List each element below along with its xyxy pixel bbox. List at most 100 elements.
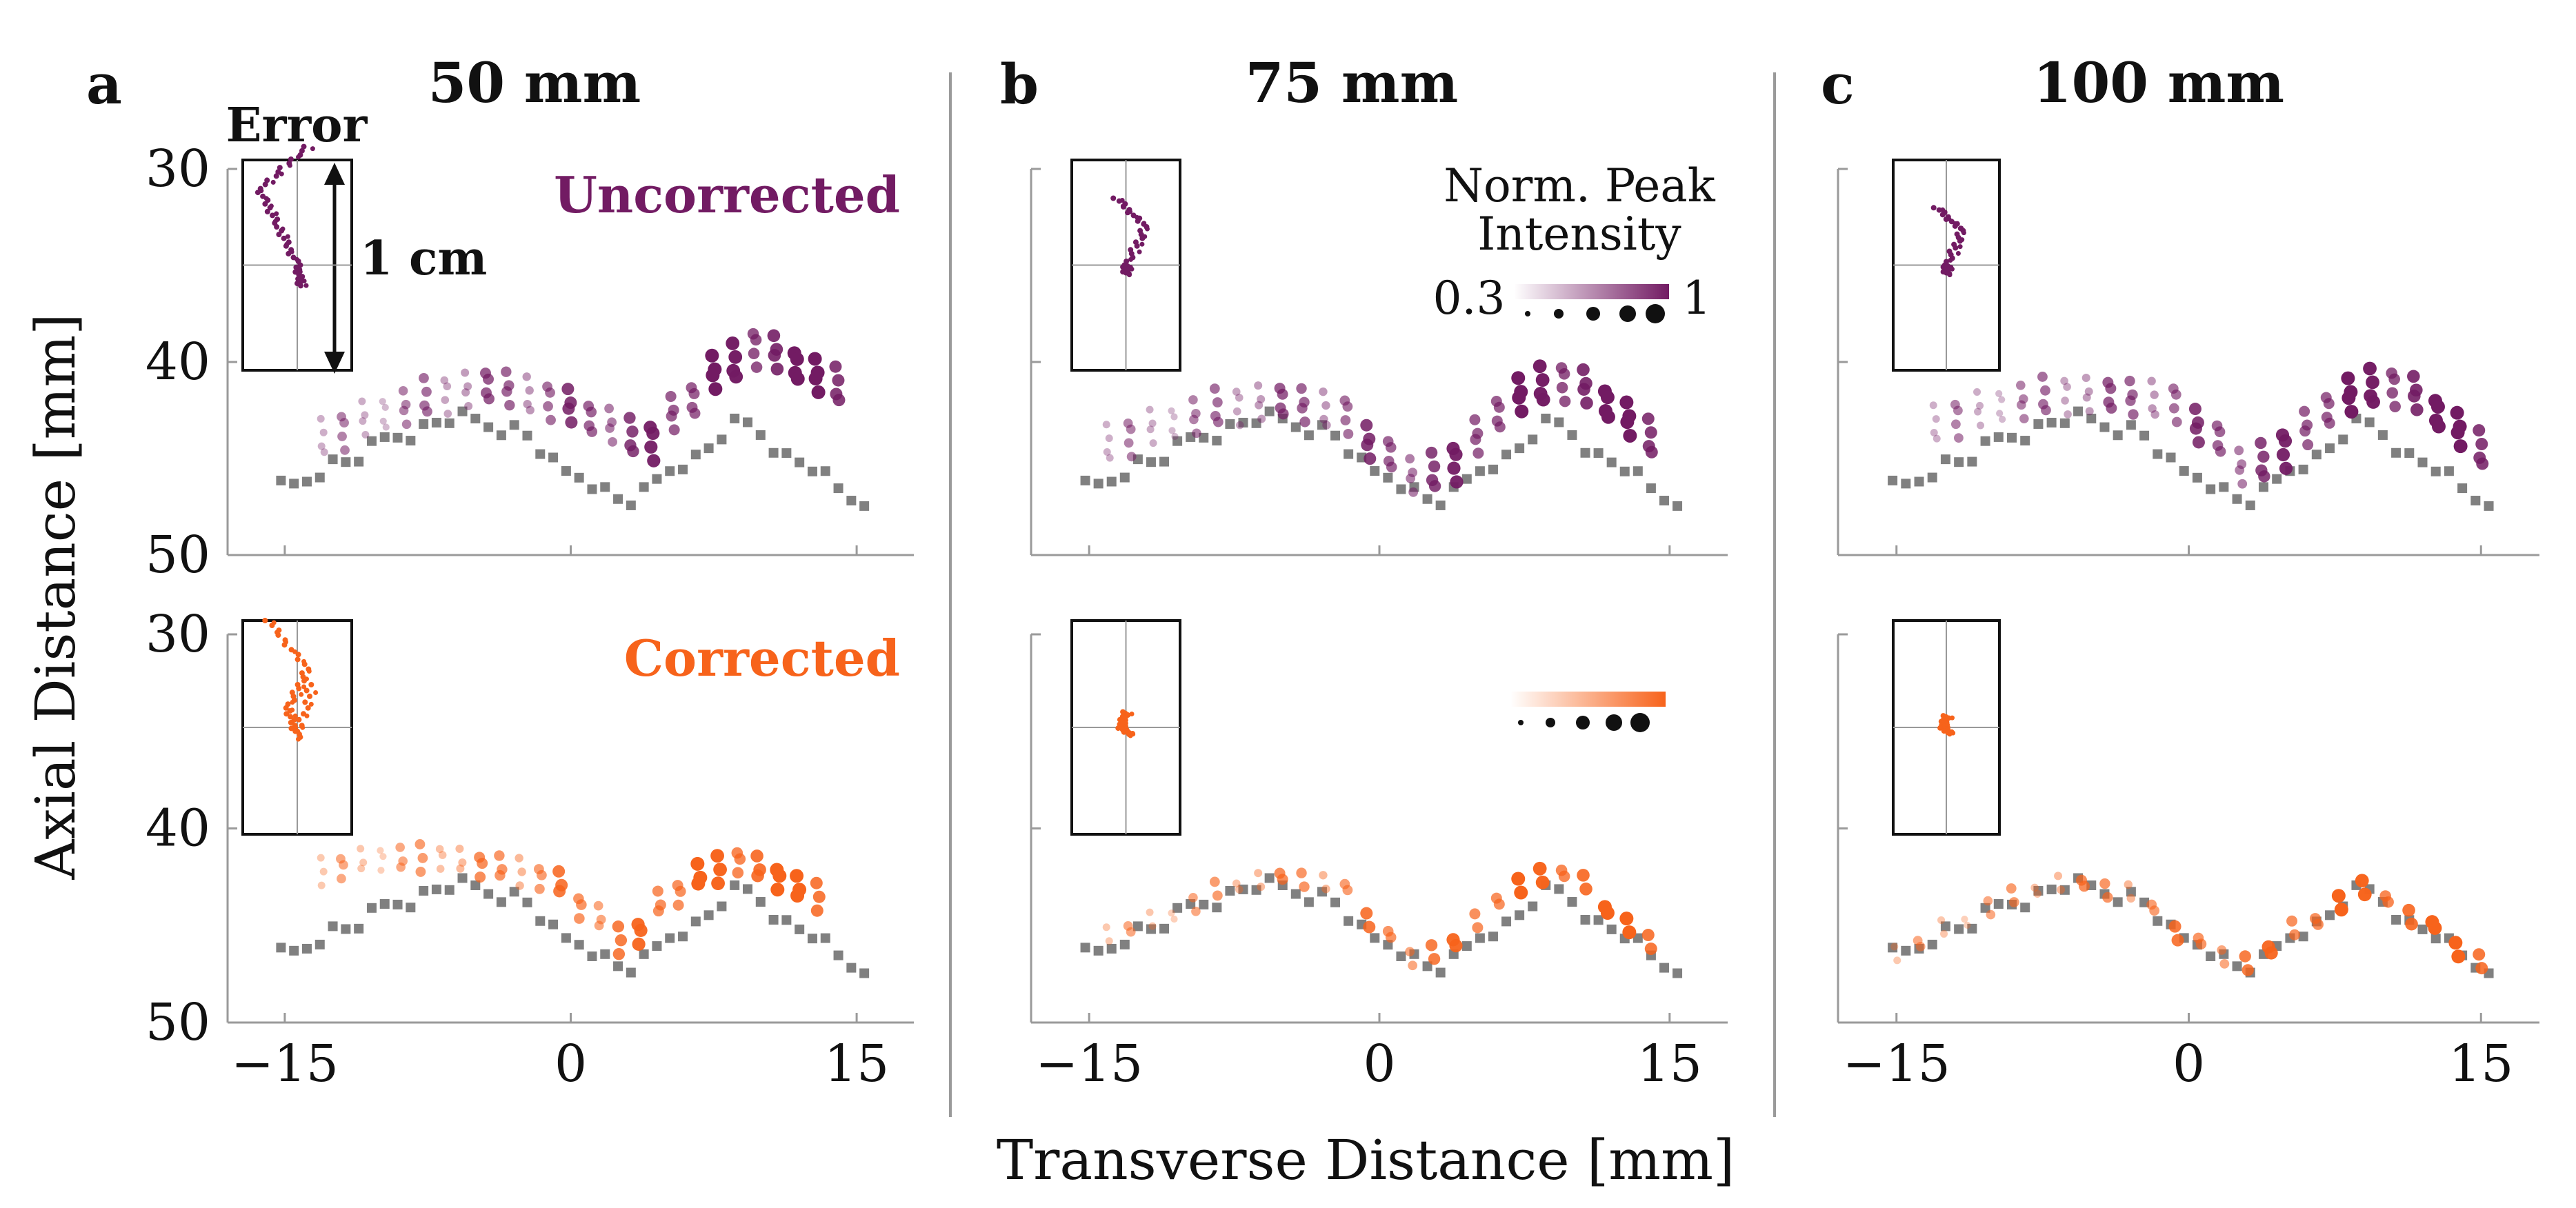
ground-truth-point xyxy=(587,484,597,494)
estimated-point xyxy=(2124,375,2135,387)
ground-truth-point xyxy=(2298,932,2308,942)
ground-truth-point xyxy=(678,464,688,474)
estimated-point xyxy=(339,860,348,870)
estimated-point xyxy=(461,368,470,377)
error-inset-point xyxy=(1945,729,1951,736)
ground-truth-point xyxy=(2192,472,2202,483)
estimated-point xyxy=(2405,917,2418,931)
estimated-point xyxy=(2255,436,2267,450)
estimated-point xyxy=(1191,907,1201,916)
error-inset-point xyxy=(286,250,292,256)
estimated-point xyxy=(1212,416,1224,427)
estimated-point xyxy=(2324,417,2335,429)
estimated-point xyxy=(1212,890,1223,901)
error-inset-point xyxy=(299,148,305,154)
estimated-point xyxy=(2054,872,2063,880)
error-inset-point xyxy=(270,179,276,185)
estimated-point xyxy=(443,382,452,391)
y-tick-label: 40 xyxy=(146,332,210,392)
ground-truth-point xyxy=(548,452,559,463)
estimated-point xyxy=(623,412,636,424)
ground-truth-point xyxy=(2444,466,2454,476)
error-inset-point xyxy=(276,232,282,238)
ground-truth-point xyxy=(509,420,519,430)
ground-truth-point xyxy=(2417,457,2428,467)
ground-truth-point xyxy=(1290,889,1301,899)
estimated-point xyxy=(1428,480,1441,492)
ground-truth-point xyxy=(379,432,390,442)
estimated-point xyxy=(675,885,686,897)
estimated-point xyxy=(1511,371,1526,385)
estimated-point xyxy=(1449,939,1463,953)
estimated-point xyxy=(1148,419,1157,427)
estimated-point xyxy=(1322,421,1331,430)
ground-truth-point xyxy=(2404,448,2415,459)
estimated-point xyxy=(1532,861,1547,876)
ground-truth-point xyxy=(1646,483,1656,494)
estimated-point xyxy=(1321,401,1330,410)
estimated-point xyxy=(1953,405,1963,416)
estimated-point xyxy=(2334,903,2348,917)
legend-colorbar-corrected xyxy=(1510,692,1666,707)
ground-truth-point xyxy=(1106,943,1117,954)
estimated-point xyxy=(337,432,347,441)
ground-truth-point xyxy=(795,457,805,467)
estimated-point xyxy=(1296,383,1307,394)
ground-truth-point xyxy=(2272,474,2282,484)
ground-truth-point xyxy=(470,414,481,424)
estimated-point xyxy=(2363,361,2377,376)
estimated-point xyxy=(552,865,566,878)
ground-truth-point xyxy=(1633,933,1643,943)
ground-truth-point xyxy=(483,889,494,899)
estimated-point xyxy=(626,425,639,438)
estimated-point xyxy=(464,401,473,410)
estimated-point xyxy=(1340,415,1351,425)
estimated-point xyxy=(2366,375,2379,390)
ground-truth-point xyxy=(548,919,559,929)
ground-truth-point xyxy=(859,968,870,978)
estimated-point xyxy=(1512,390,1526,405)
error-inset-point xyxy=(1953,245,1959,251)
estimated-point xyxy=(706,368,720,383)
estimated-point xyxy=(790,869,804,883)
estimated-point xyxy=(1995,390,2003,397)
estimated-point xyxy=(2147,376,2156,385)
error-scale-arrowhead-bottom xyxy=(324,352,345,374)
estimated-point xyxy=(358,397,366,405)
estimated-point xyxy=(2082,393,2091,402)
error-inset-point xyxy=(296,685,302,692)
estimated-point xyxy=(612,920,625,933)
ground-truth-point xyxy=(1993,899,2004,909)
estimated-point xyxy=(750,361,763,373)
estimated-point xyxy=(2126,894,2135,903)
estimated-point xyxy=(690,856,705,871)
error-inset-point xyxy=(281,235,287,241)
ground-truth-point xyxy=(2484,501,2494,511)
estimated-point xyxy=(2171,934,2184,947)
estimated-point xyxy=(808,352,822,366)
ground-truth-point xyxy=(1475,466,1485,476)
ground-truth-point xyxy=(1172,436,1183,446)
ground-truth-point xyxy=(354,923,364,934)
estimated-point xyxy=(545,387,555,398)
estimated-point xyxy=(2195,938,2207,949)
ground-truth-point xyxy=(1199,432,1209,443)
estimated-point xyxy=(1319,387,1328,396)
estimated-point xyxy=(2312,918,2324,930)
estimated-point xyxy=(395,843,405,852)
ground-truth-point xyxy=(1093,479,1104,489)
estimated-point xyxy=(2060,376,2068,385)
ground-truth-point xyxy=(781,915,792,925)
estimated-point xyxy=(1535,373,1550,387)
error-inset-point xyxy=(308,701,314,707)
ground-truth-point xyxy=(1606,457,1617,467)
estimated-point xyxy=(1257,414,1266,423)
ground-truth-point xyxy=(1659,496,1669,506)
legend-size-dot-2 xyxy=(1554,309,1564,319)
y-tick-label: 30 xyxy=(146,605,210,664)
ground-truth-point xyxy=(742,417,752,427)
ground-truth-point xyxy=(496,897,506,907)
x-tick-label: 15 xyxy=(2448,1034,2513,1094)
estimated-point xyxy=(2170,389,2181,400)
estimated-point xyxy=(1232,407,1241,416)
